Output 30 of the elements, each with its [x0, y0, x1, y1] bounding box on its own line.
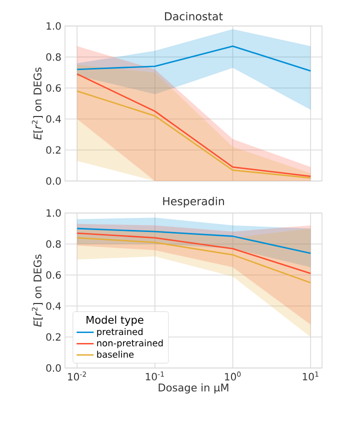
- line-series: [76, 90, 312, 179]
- line-series: [76, 237, 312, 284]
- y-tick-label: 1.0: [46, 22, 61, 30]
- x-tick-label: 10$^{0}$: [225, 372, 241, 380]
- y-axis-title: E[r$^{2}$] on DEGs: [32, 68, 43, 140]
- y-tick-label: 0.0: [46, 364, 61, 372]
- y-tick-label: 0.2: [46, 333, 60, 341]
- y-tick-label: 0.6: [46, 84, 61, 92]
- y-tick-label: 0.8: [46, 240, 61, 248]
- x-axis-title: Dosage in μM: [158, 383, 228, 394]
- y-tick-label: 0.4: [46, 115, 61, 123]
- legend-label: non-pretrained: [97, 339, 163, 348]
- x-tick-label: 10$^{-2}$: [68, 372, 86, 380]
- y-tick-label: 1.0: [46, 209, 61, 217]
- line-series: [76, 232, 312, 274]
- chart-title: Hesperadin: [163, 196, 224, 208]
- chart-title: Dacinostat: [165, 12, 223, 20]
- line-series: [76, 45, 312, 72]
- y-tick-label: 0.2: [46, 146, 60, 154]
- y-axis-title: E[r$^{2}$] on DEGs: [32, 254, 43, 327]
- line-series: [76, 228, 312, 254]
- x-tick-label: 10$^{1}$: [302, 372, 318, 380]
- y-tick-label: 0.4: [46, 302, 61, 310]
- y-tick-label: 0.6: [46, 271, 61, 279]
- y-tick-label: 0.8: [46, 53, 61, 61]
- legend-label: pretrained: [97, 328, 143, 337]
- legend-label: baseline: [97, 350, 134, 358]
- y-tick-label: 0.0: [46, 177, 61, 185]
- x-tick-label: 10$^{-1}$: [146, 372, 164, 380]
- legend-title: Model type: [86, 316, 144, 326]
